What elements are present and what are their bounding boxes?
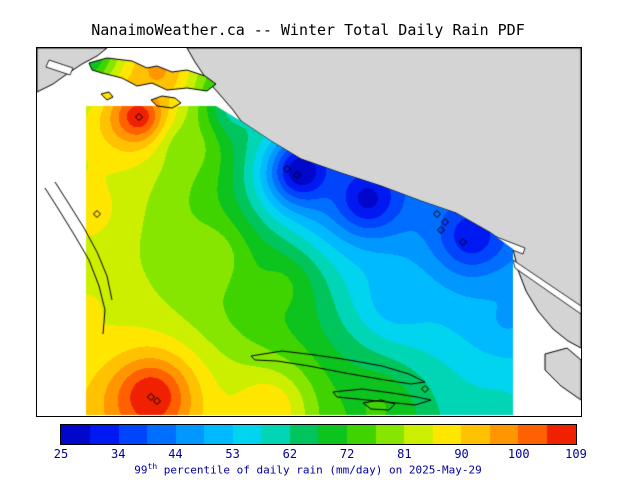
- colorbar-tick-label: 72: [339, 447, 355, 461]
- caption-superscript: th: [147, 462, 158, 471]
- map-plot-area: [36, 47, 582, 417]
- caption-value: 99: [134, 463, 148, 477]
- colorbar-tick-label: 44: [168, 447, 183, 461]
- plot-title: NanaimoWeather.ca -- Winter Total Daily …: [91, 21, 525, 39]
- colorbar-tick-label: 25: [53, 447, 69, 461]
- colorbar-caption: 99th percentile of daily rain (mm/day) o…: [36, 462, 580, 477]
- colorbar-tick-labels: 25 34 44 53 62 72 81 90 100 109: [54, 447, 587, 461]
- colorbar-tick-label: 81: [397, 447, 412, 461]
- colorbar-tick-label: 90: [454, 447, 469, 461]
- colorbar-tick-label: 62: [282, 447, 298, 461]
- map-canvas: [37, 48, 581, 416]
- colorbar-tick-label: 53: [225, 447, 240, 461]
- caption-text: percentile of daily rain (mm/day) on 202…: [157, 463, 482, 477]
- colorbar: [60, 424, 577, 445]
- colorbar-tick-label: 34: [110, 447, 126, 461]
- colorbar-canvas: [61, 425, 576, 444]
- colorbar-tick-label: 109: [565, 447, 587, 461]
- colorbar-tick-label: 100: [507, 447, 530, 461]
